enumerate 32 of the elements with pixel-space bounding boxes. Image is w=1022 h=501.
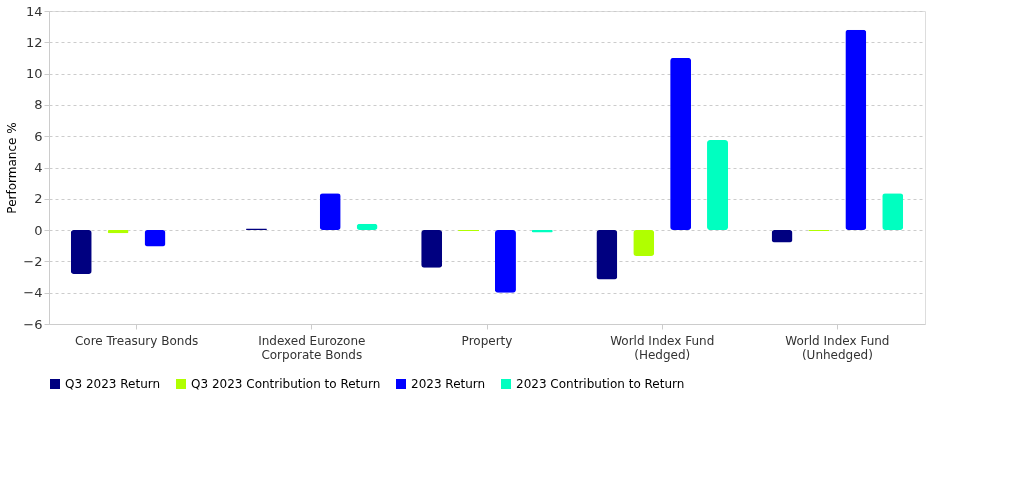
legend-label: 2023 Contribution to Return — [516, 377, 685, 391]
y-axis-title: Performance % — [5, 122, 20, 214]
y-tick-label: 8 — [34, 97, 43, 113]
y-tick-label: 12 — [25, 34, 43, 50]
bar — [596, 230, 618, 280]
bar — [421, 230, 443, 268]
y-tick-label: 0 — [34, 222, 43, 238]
y-tick-label: 6 — [34, 128, 43, 144]
legend-label: Q3 2023 Return — [65, 377, 161, 391]
y-tick-label: 10 — [25, 66, 43, 82]
bar — [707, 140, 729, 231]
bar — [882, 193, 904, 231]
x-tick-label: Core Treasury Bonds — [74, 333, 199, 348]
x-tick-label: Indexed Eurozone Corporate Bonds — [258, 333, 366, 362]
bar — [319, 193, 341, 231]
x-tick-label: Property — [461, 333, 513, 348]
bar — [494, 230, 516, 293]
legend-label: Q3 2023 Contribution to Return — [191, 377, 381, 391]
x-tick-label: World Index Fund (Unhedged) — [785, 333, 890, 362]
y-tick-label: 2 — [34, 191, 43, 207]
y-tick-label: −6 — [23, 316, 43, 332]
y-tick-label: −4 — [23, 285, 43, 301]
y-tick-label: 4 — [34, 160, 43, 175]
bar — [845, 29, 867, 231]
y-tick-label: 14 — [25, 3, 43, 19]
legend-label: 2023 Return — [411, 377, 486, 391]
bar — [144, 230, 166, 247]
bar — [70, 230, 92, 274]
y-tick-label: −2 — [23, 253, 43, 269]
bar — [670, 57, 692, 231]
bar — [633, 230, 655, 256]
x-tick-label: World Index Fund (Hedged) — [610, 333, 715, 362]
